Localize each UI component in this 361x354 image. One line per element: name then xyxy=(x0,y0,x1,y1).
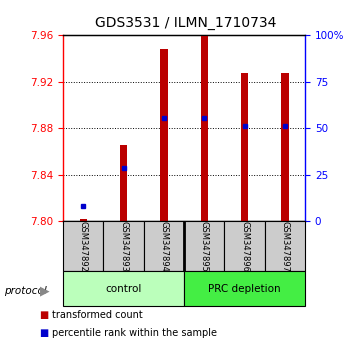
Text: GSM347893: GSM347893 xyxy=(119,221,128,272)
Bar xyxy=(265,221,305,271)
Text: percentile rank within the sample: percentile rank within the sample xyxy=(52,328,217,338)
Text: protocol: protocol xyxy=(4,286,46,296)
Text: GSM347897: GSM347897 xyxy=(280,221,290,272)
Bar xyxy=(120,144,127,221)
Text: control: control xyxy=(105,284,142,293)
Text: GSM347892: GSM347892 xyxy=(79,221,88,272)
Bar xyxy=(63,221,104,271)
Text: GDS3531 / ILMN_1710734: GDS3531 / ILMN_1710734 xyxy=(95,16,277,30)
Text: transformed count: transformed count xyxy=(52,310,143,320)
Bar xyxy=(104,221,144,271)
Bar xyxy=(281,73,288,221)
Bar xyxy=(201,35,208,221)
Bar xyxy=(80,219,87,221)
Bar xyxy=(63,271,184,306)
Bar xyxy=(160,49,168,221)
Text: PRC depletion: PRC depletion xyxy=(208,284,281,293)
Bar xyxy=(225,221,265,271)
Bar xyxy=(144,221,184,271)
Bar xyxy=(184,271,305,306)
Text: ■: ■ xyxy=(39,310,48,320)
Bar xyxy=(241,73,248,221)
Text: GSM347896: GSM347896 xyxy=(240,221,249,272)
Text: GSM347895: GSM347895 xyxy=(200,221,209,272)
Bar xyxy=(184,221,225,271)
Text: ■: ■ xyxy=(39,328,48,338)
Text: ▶: ▶ xyxy=(40,285,50,297)
Text: GSM347894: GSM347894 xyxy=(160,221,169,272)
